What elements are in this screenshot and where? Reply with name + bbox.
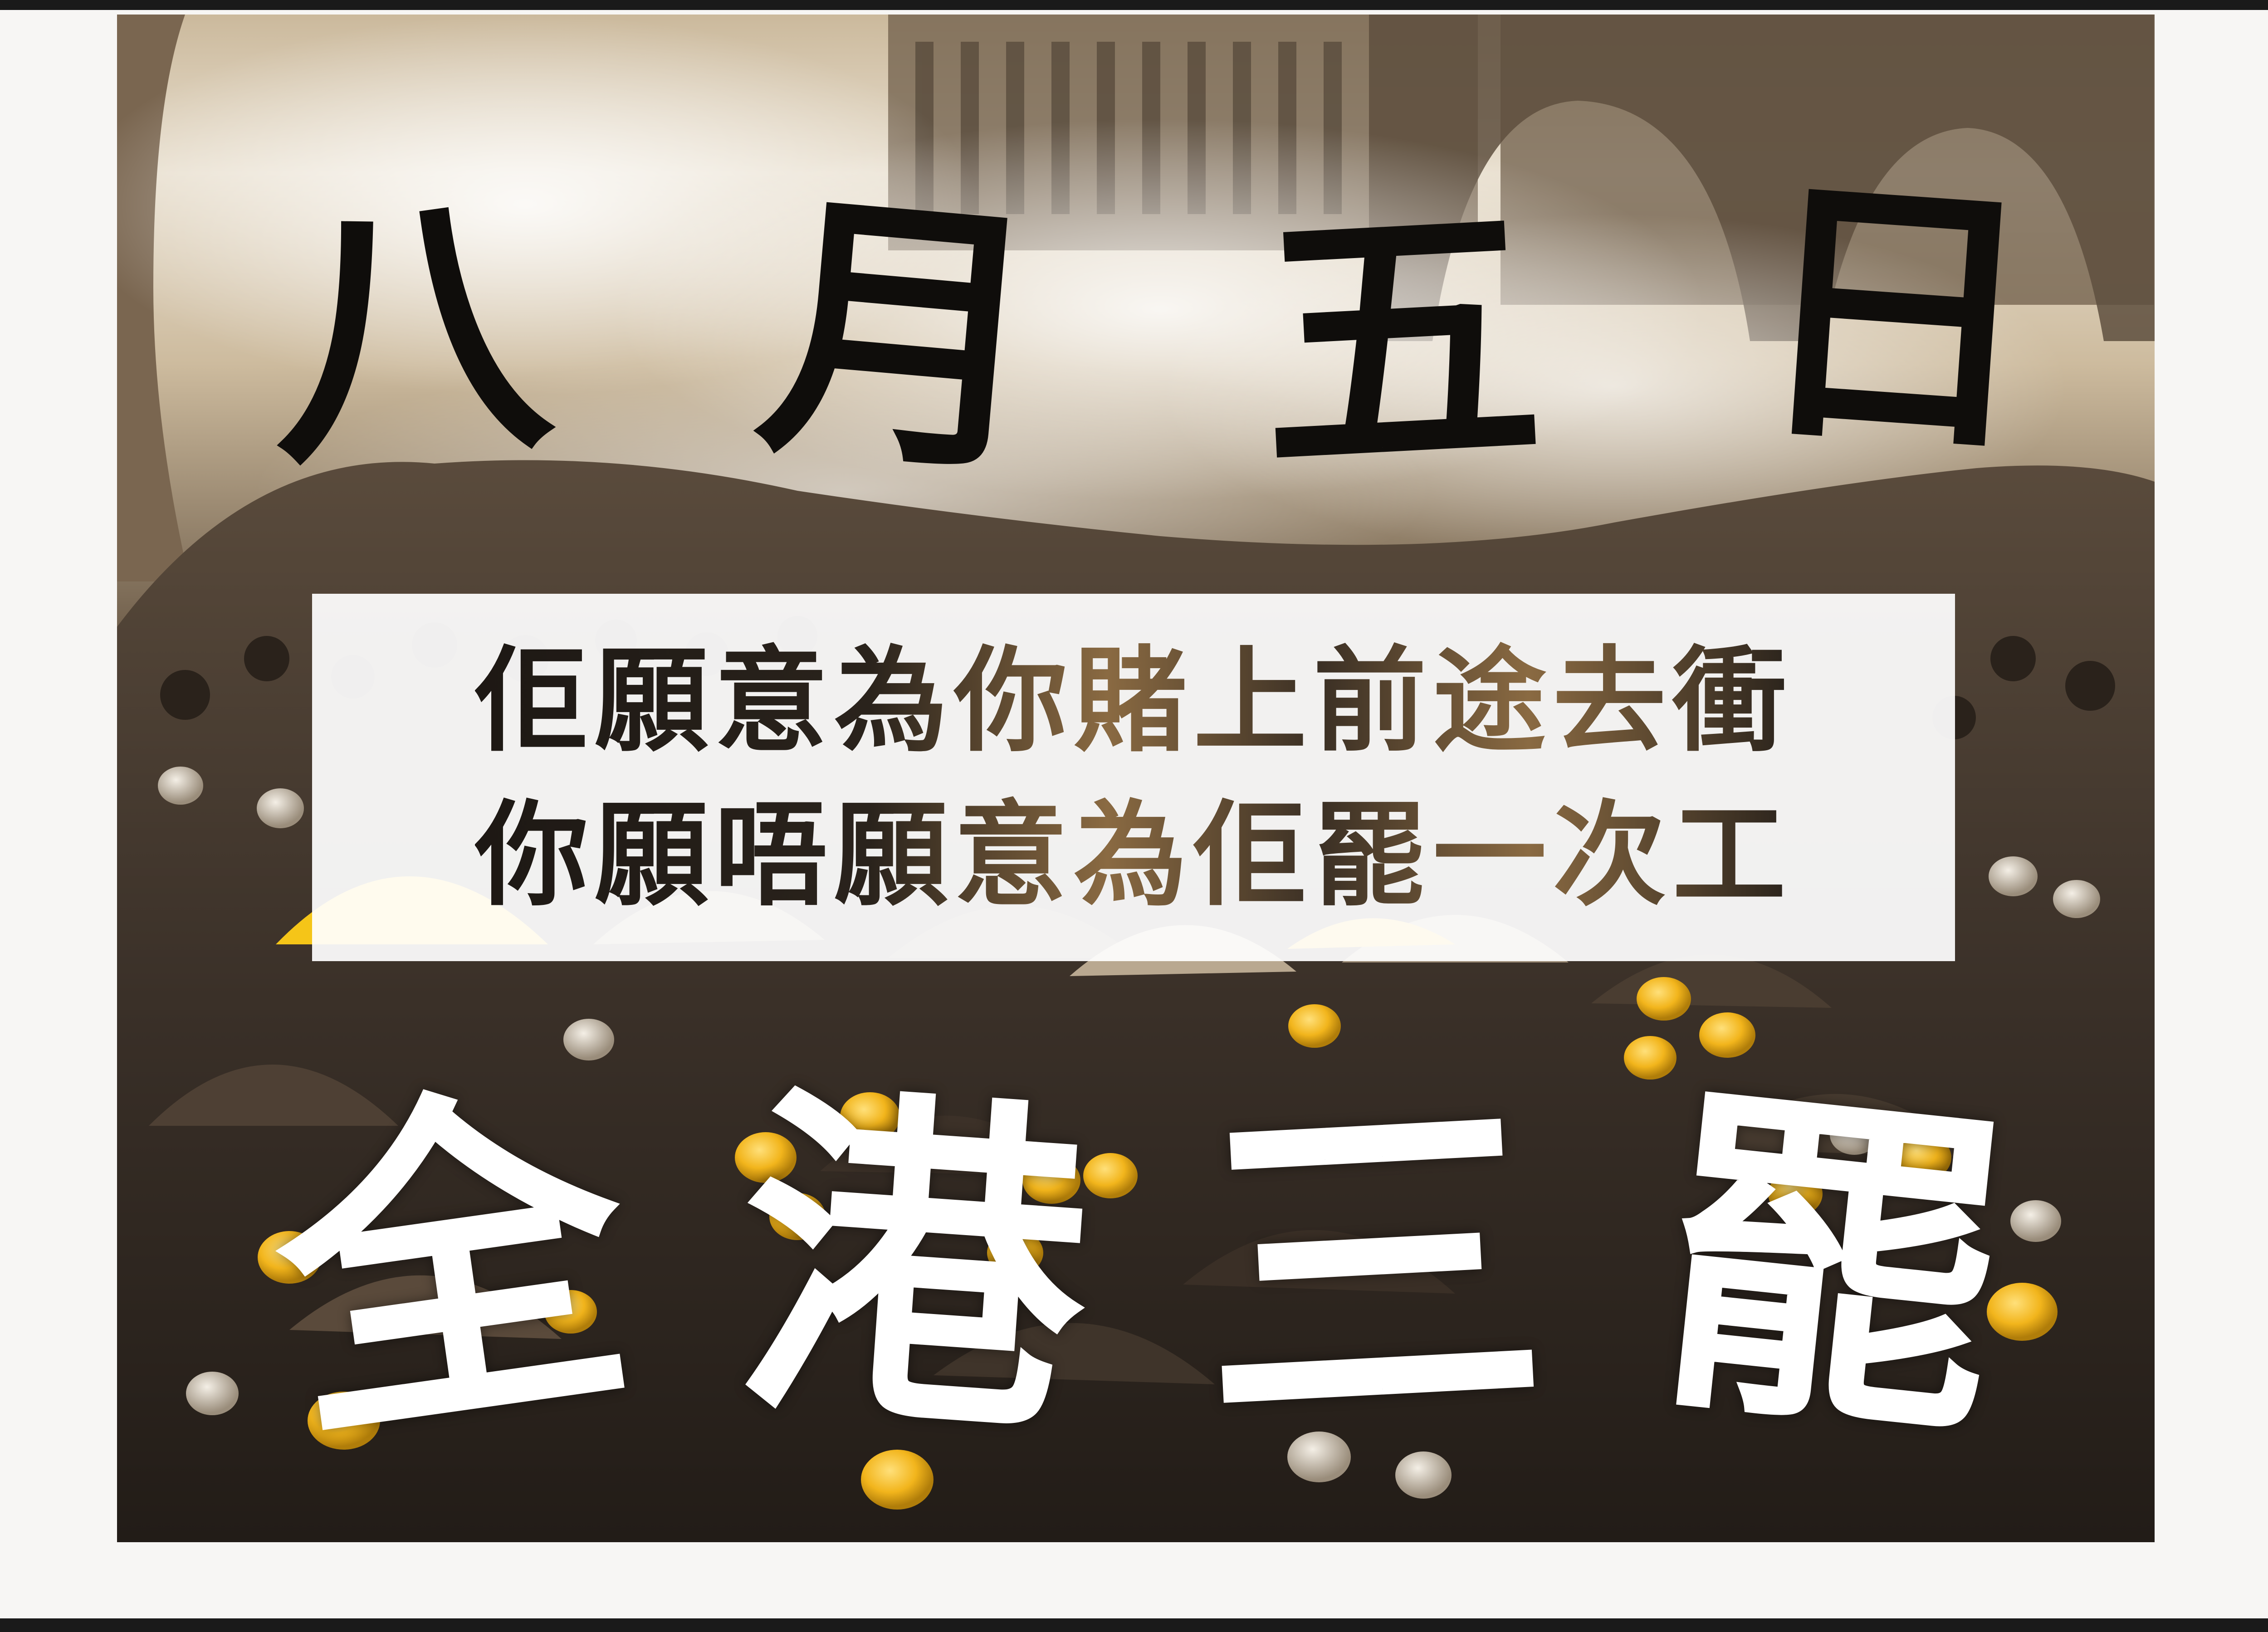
slogan-box: 佢願意為你賭上前途去衝 你願唔願意為佢罷一次工 (312, 594, 1955, 961)
date-char: 五 (1251, 169, 1549, 513)
strike-char: 罷 (1639, 1046, 2024, 1486)
slogan-line-1: 佢願意為你賭上前途去衝 (475, 623, 1792, 777)
strike-char: 全 (254, 1041, 652, 1491)
date-char: 八 (256, 157, 560, 507)
slogan-line-2: 你願唔願意為佢罷一次工 (475, 777, 1792, 932)
protest-poster: 八 月 五 日 佢願意為你賭上前途去衝 你願唔願意為佢罷一次工 全 港 三 罷 (117, 15, 2155, 1542)
date-headline: 八 月 五 日 (256, 119, 2048, 527)
strike-headline: 全 港 三 罷 (254, 1040, 2024, 1493)
scan-edge-top (0, 0, 2268, 10)
date-char: 月 (748, 160, 1057, 513)
strike-char: 三 (1189, 1055, 1555, 1478)
date-char: 日 (1744, 144, 2048, 493)
scan-edge-bottom (0, 1618, 2268, 1632)
strike-char: 港 (726, 1052, 1099, 1481)
